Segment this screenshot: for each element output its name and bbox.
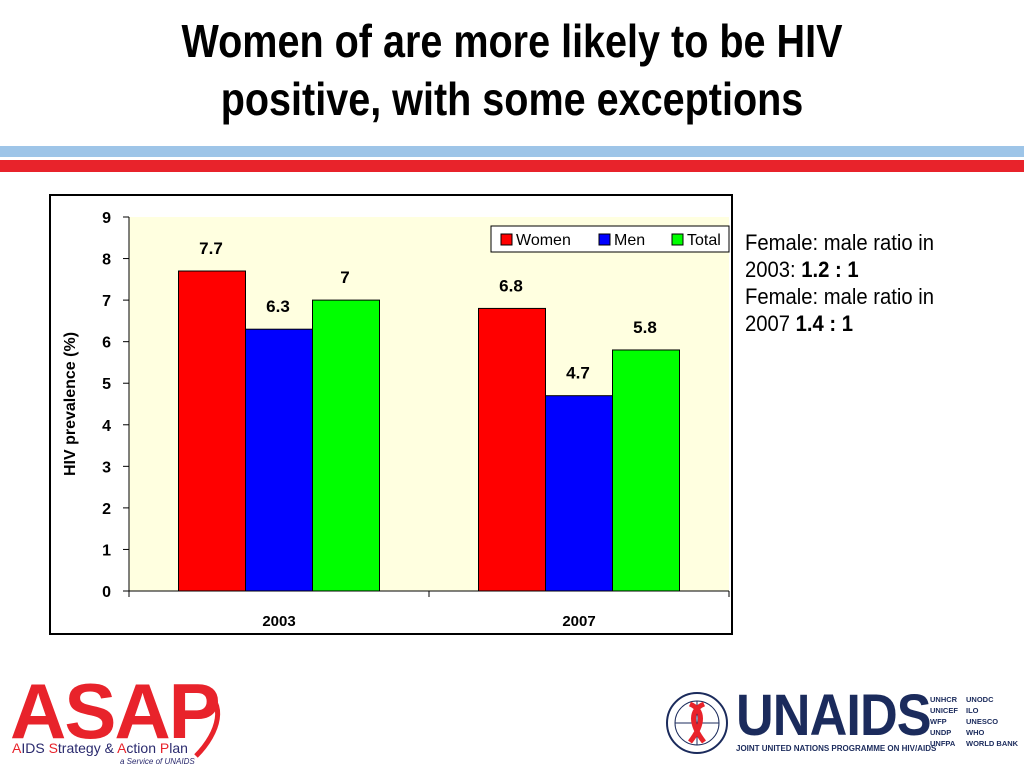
y-tick-label-8: 8 (102, 252, 111, 269)
y-tick-label-2: 2 (102, 501, 111, 518)
data-label-total-2007: 5.8 (633, 318, 657, 337)
ratio-2007-value: 1.4 : 1 (795, 311, 854, 336)
unaids-wordmark: UNAIDS (736, 683, 932, 748)
y-tick-label-0: 0 (102, 584, 111, 601)
data-label-men-2003: 6.3 (266, 297, 290, 316)
bar-total-2007 (612, 349, 680, 592)
ratio-2007-prefix: 2007 (745, 311, 796, 336)
title-line-2: positive, with some exceptions (220, 73, 804, 125)
bar-men-2003 (245, 328, 313, 592)
y-tick-label-9: 9 (102, 210, 111, 227)
asap-service-note: a Service of UNAIDS (120, 757, 195, 766)
legend-label-total: Total (687, 232, 721, 249)
bar-men-2007 (545, 395, 613, 592)
y-tick-label-7: 7 (102, 293, 111, 310)
cosponsors-col-1: UNHCR UNICEF WFP UNDP UNFPA (930, 695, 958, 748)
ratio-2003-value: 1.2 : 1 (801, 257, 859, 282)
title-line-1: Women of are more likely to be HIV (181, 15, 843, 67)
legend-swatch-total (671, 233, 684, 246)
bar-total-2003 (312, 299, 380, 592)
ratio-notes: Female: male ratio in 2003: 1.2 : 1 Fema… (745, 229, 1015, 337)
legend-swatch-men (598, 233, 611, 246)
header-stripe-blue (0, 146, 1024, 157)
asap-tagline: AIDS Strategy & Action Plan (12, 740, 188, 756)
bar-women-2003 (178, 270, 246, 592)
y-tick-label-1: 1 (102, 542, 111, 559)
slide-title: Women of are more likely to be HIV posit… (72, 12, 953, 128)
y-tick-label-5: 5 (102, 376, 111, 393)
y-axis-label: HIV prevalence (%) (62, 332, 79, 476)
ratio-note-line-3: Female: male ratio in (745, 284, 934, 309)
ratio-2003-prefix: 2003: (745, 257, 802, 282)
data-label-women-2003: 7.7 (199, 239, 223, 258)
data-label-total-2003: 7 (340, 268, 349, 287)
red-ribbon-icon (194, 689, 221, 758)
header-stripe-red (0, 160, 1024, 172)
bar-chart: 0 1 2 3 4 5 6 7 8 9 HIV prevalence (%) 2003 2007 7.7 6… (62, 210, 730, 630)
y-tick-label-6: 6 (102, 335, 111, 352)
data-label-women-2007: 6.8 (499, 276, 523, 295)
legend-label-men: Men (614, 232, 645, 249)
cosponsors-col-2: UNODC ILO UNESCO WHO WORLD BANK (966, 695, 1019, 748)
ratio-note-line-4: 2007 1.4 : 1 (745, 310, 993, 337)
unaids-tagline: JOINT UNITED NATIONS PROGRAMME ON HIV/AI… (736, 744, 937, 753)
y-tick-label-4: 4 (102, 418, 111, 435)
x-tick-label-2003: 2003 (262, 613, 295, 630)
ratio-note-line-1: Female: male ratio in (745, 230, 934, 255)
unaids-logo: UNAIDS JOINT UNITED NATIONS PROGRAMME ON… (664, 683, 1020, 762)
legend-label-women: Women (516, 232, 571, 249)
un-emblem-icon (666, 692, 728, 754)
data-label-men-2007: 4.7 (566, 364, 590, 383)
asap-wordmark: ASAP (10, 667, 221, 755)
bar-women-2007 (478, 307, 546, 592)
ratio-note-line-2: 2003: 1.2 : 1 (745, 256, 993, 283)
chart-frame: 0 1 2 3 4 5 6 7 8 9 HIV prevalence (%) 2003 2007 7.7 6… (49, 194, 733, 635)
y-tick-label-3: 3 (102, 459, 111, 476)
legend-swatch-women (500, 233, 513, 246)
x-tick-label-2007: 2007 (562, 613, 595, 630)
asap-logo: ASAP AIDS Strategy & Action Plan a Servi… (8, 667, 238, 768)
